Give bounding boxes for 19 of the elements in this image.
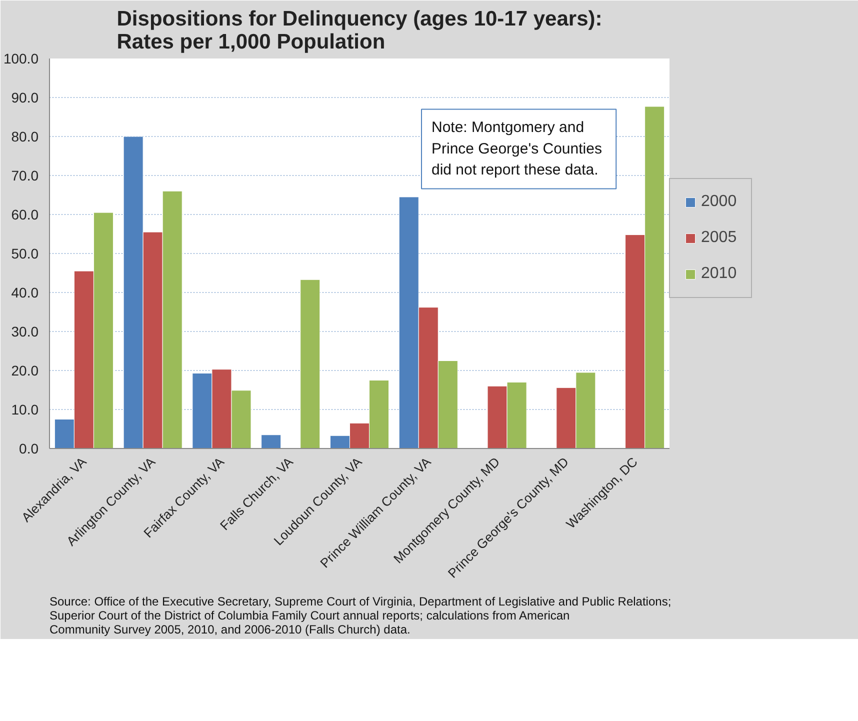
y-tick-label: 80.0 [11, 128, 39, 144]
y-tick-label: 40.0 [11, 284, 39, 300]
y-tick-label: 30.0 [11, 324, 39, 340]
y-tick-label: 20.0 [11, 362, 39, 378]
legend-label: 2010 [701, 265, 737, 283]
y-tick-label: 90.0 [11, 90, 39, 106]
source-note: Source: Office of the Executive Secretary, Supreme Court of Virginia, Department of Legislative and Public Relations; Superior Court of the District of Columbia Family Court annual reports; calculations from American Community Survey 2005, 2010, and 2006-2010 (Falls Church) data. [50, 594, 672, 636]
y-tick-label: 70.0 [11, 168, 39, 184]
chart-title: Dispositions for Delinquency (ages 10-17 years): Rates per 1,000 Population [116, 8, 602, 54]
y-tick-label: 60.0 [11, 206, 39, 222]
y-tick-label: 50.0 [11, 246, 39, 262]
legend-label: 2000 [701, 193, 737, 211]
bar [300, 279, 320, 448]
y-tick-label: 0.0 [19, 440, 39, 456]
bar [261, 434, 282, 448]
y-tick-label: 100.0 [3, 50, 39, 66]
y-tick-label: 10.0 [11, 402, 39, 418]
annotation: Note: Montgomery and Prince George's Counties did not report these data. [432, 119, 602, 179]
legend-label: 2005 [701, 229, 737, 247]
